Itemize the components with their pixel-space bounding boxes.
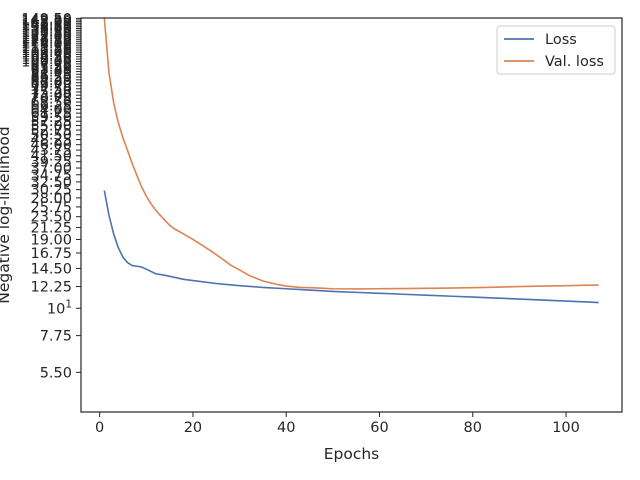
- series-line-loss: [103, 190, 599, 304]
- y-tick-label: 113.50: [21, 41, 72, 57]
- plot-frame: [80, 17, 623, 413]
- y-tick-label: 138.25: [21, 20, 72, 36]
- y-tick-label: 104.50: [21, 50, 72, 66]
- x-tick-label: 100: [552, 420, 580, 436]
- y-tick-label: 101: [47, 298, 72, 317]
- y-tick-label: 39.25: [30, 155, 72, 171]
- y-tick-label: 68.50: [30, 95, 72, 111]
- y-tick-label: 61.75: [30, 106, 72, 122]
- y-tick-label: 106.75: [21, 47, 72, 63]
- y-tick-label: 145.00: [21, 15, 72, 31]
- x-tick-label: 20: [184, 420, 202, 436]
- y-axis: 5.50 7.75 101 12.25 14.5016.7519.0021.2523.5…: [21, 11, 81, 381]
- y-tick-label: 127.00: [21, 29, 72, 45]
- y-tick-label: 86.50: [30, 70, 72, 86]
- y-tick-label: 133.75: [21, 23, 72, 39]
- y-tick-label: 34.75: [30, 168, 72, 184]
- y-tick-label: 147.25: [21, 13, 72, 29]
- y-tick-label: 16.75: [30, 246, 72, 262]
- x-axis-label: Epochs: [324, 445, 380, 463]
- y-tick-label: 129.25: [21, 27, 72, 43]
- x-tick-label: 80: [464, 420, 482, 436]
- y-tick-label: 64.00: [30, 102, 72, 118]
- y-tick-label: 28.00: [30, 191, 72, 207]
- y-tick-label: 14.50: [30, 261, 72, 277]
- y-tick-label: 118.00: [21, 37, 72, 53]
- legend-entry-label: Val. loss: [545, 54, 604, 70]
- y-tick-label: 120.25: [21, 35, 72, 51]
- series-line-val-loss: [103, 17, 599, 290]
- x-tick-label: 0: [95, 420, 104, 436]
- y-tick-label: 136.00: [21, 22, 72, 38]
- y-tick-label: 46.00: [30, 138, 72, 154]
- x-tick-label: 60: [370, 420, 388, 436]
- y-tick-label: 115.75: [21, 39, 72, 55]
- y-tick-label: 79.75: [30, 79, 72, 95]
- y-tick-label: 109.00: [21, 45, 72, 61]
- y-tick-label: 77.50: [30, 82, 72, 98]
- x-axis: 0 20 40 60 80 100: [95, 412, 580, 436]
- y-tick-label: 93.25: [30, 62, 72, 78]
- y-tick-label: 142.75: [21, 16, 72, 32]
- y-tick-label: 48.25: [30, 133, 72, 149]
- y-tick-label: 23.50: [30, 210, 72, 226]
- plot-area: [81, 18, 622, 412]
- y-tick-label: 122.50: [21, 33, 72, 49]
- legend-box: [496, 25, 616, 75]
- series-layer: [103, 17, 599, 304]
- y-tick-label: 19.00: [30, 232, 72, 248]
- y-tick-label: 59.50: [30, 110, 72, 126]
- y-tick-label: 41.50: [30, 149, 72, 165]
- legend: Loss Val. loss: [496, 25, 616, 75]
- y-tick-label: 97.75: [30, 57, 72, 73]
- y-tick-label: 100.00: [21, 54, 72, 70]
- legend-entry-label: Loss: [545, 32, 577, 48]
- y-tick-label: 50.50: [30, 128, 72, 144]
- y-tick-label: 84.25: [30, 73, 72, 89]
- y-tick-label: 140.50: [21, 18, 72, 34]
- y-tick-label: 124.75: [21, 31, 72, 47]
- y-tick-label: 95.50: [30, 59, 72, 75]
- y-tick-label: 12.25: [30, 280, 72, 296]
- x-tick-label: 40: [277, 420, 295, 436]
- y-tick-label: 102.25: [21, 52, 72, 68]
- y-axis-label: Negative log-likelihood: [0, 126, 13, 304]
- y-tick-label: 37.00: [30, 161, 72, 177]
- y-tick-label: 66.25: [30, 99, 72, 115]
- y-tick-label: 88.75: [30, 67, 72, 83]
- y-tick-label: 91.00: [30, 65, 72, 81]
- y-tick-label: 5.50: [40, 365, 72, 381]
- y-tick-label: 25.75: [30, 200, 72, 216]
- y-tick-label: 73.00: [30, 88, 72, 104]
- y-tick-label: 43.75: [30, 143, 72, 159]
- y-tick-label: 131.50: [21, 25, 72, 41]
- y-tick-label: 149.50: [21, 11, 72, 27]
- y-tick-label: 30.25: [30, 183, 72, 199]
- y-tick-label: 82.00: [30, 76, 72, 92]
- y-tick-label: 55.00: [30, 119, 72, 135]
- y-tick-label: 57.25: [30, 114, 72, 130]
- y-tick-label: 70.75: [30, 92, 72, 108]
- y-tick-label: 75.25: [30, 85, 72, 101]
- y-tick-label: 52.75: [30, 123, 72, 139]
- y-tick-label: 111.25: [21, 43, 72, 59]
- y-tick-label: 32.50: [30, 175, 72, 191]
- y-tick-label: 7.75: [40, 329, 72, 345]
- y-tick-label: 21.25: [30, 220, 72, 236]
